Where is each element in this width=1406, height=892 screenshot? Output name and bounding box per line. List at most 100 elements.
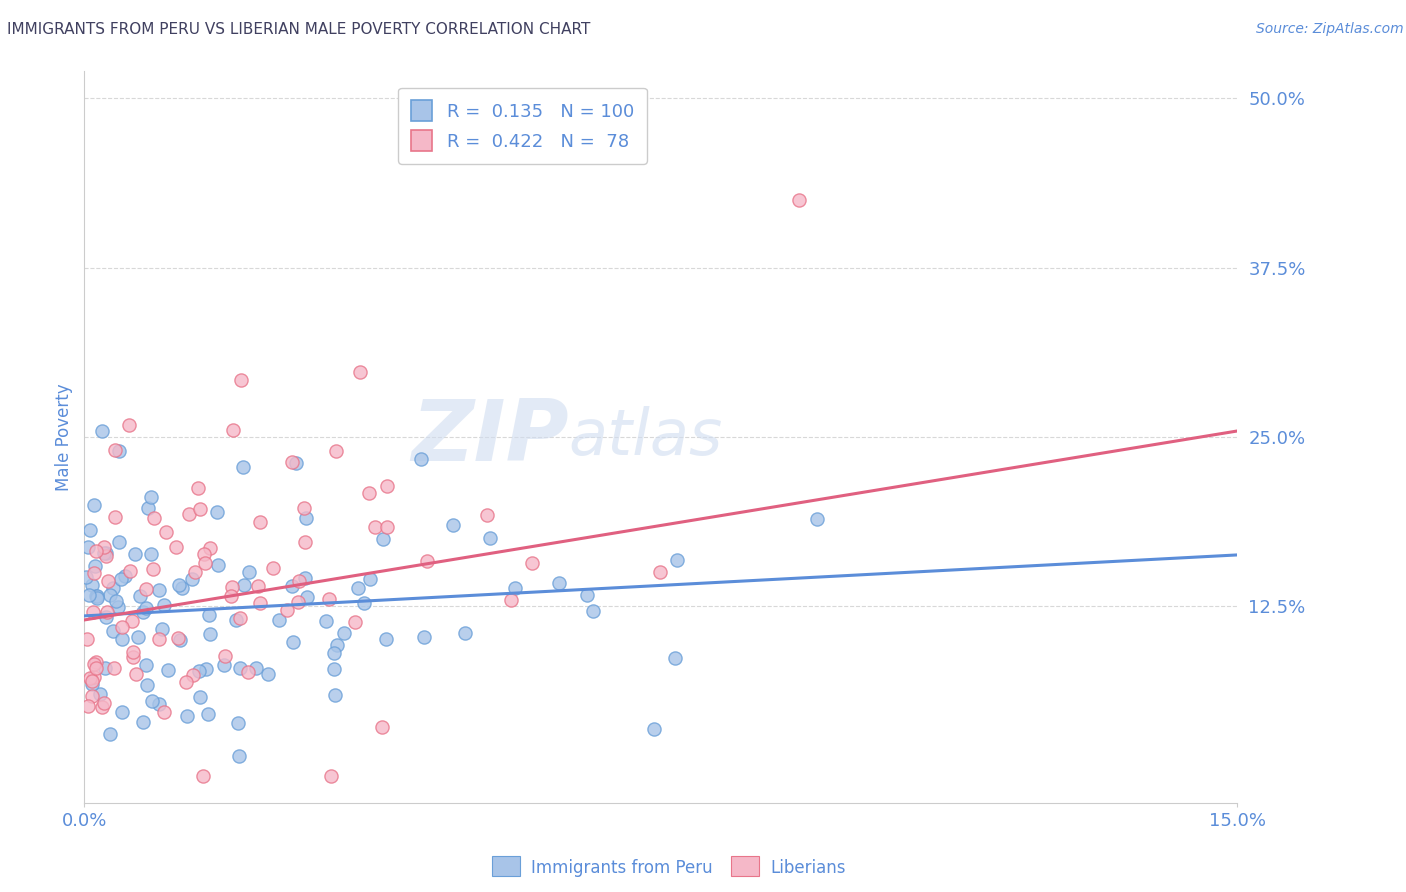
Point bbox=[125, 667, 148, 681]
Point bbox=[75, 570, 97, 584]
Point bbox=[150, 622, 173, 636]
Point bbox=[169, 633, 191, 648]
Point bbox=[228, 748, 250, 763]
Point bbox=[262, 560, 284, 574]
Point bbox=[176, 709, 198, 723]
Point bbox=[363, 520, 385, 534]
Point bbox=[86, 591, 108, 605]
Point bbox=[84, 589, 107, 603]
Point bbox=[229, 611, 252, 625]
Point bbox=[93, 546, 115, 560]
Text: Source: ZipAtlas.com: Source: ZipAtlas.com bbox=[1256, 22, 1403, 37]
Point bbox=[281, 635, 304, 649]
Point bbox=[76, 632, 98, 646]
Point bbox=[94, 547, 117, 561]
Point bbox=[416, 554, 439, 568]
Point bbox=[225, 613, 247, 627]
Point bbox=[174, 675, 197, 690]
Point bbox=[83, 657, 105, 672]
Point bbox=[101, 624, 124, 638]
Point bbox=[184, 566, 207, 580]
Point bbox=[129, 589, 152, 603]
Point bbox=[294, 535, 316, 549]
Point bbox=[269, 613, 291, 627]
Point bbox=[197, 706, 219, 721]
Point bbox=[454, 626, 477, 640]
Point bbox=[318, 591, 340, 606]
Point bbox=[104, 510, 127, 524]
Point bbox=[155, 524, 177, 539]
Point bbox=[120, 564, 142, 578]
Point bbox=[284, 457, 307, 471]
Point bbox=[107, 599, 129, 614]
Point bbox=[165, 540, 187, 554]
Point bbox=[148, 583, 170, 598]
Point bbox=[214, 648, 236, 663]
Point bbox=[219, 589, 242, 603]
Point bbox=[375, 632, 398, 647]
Point bbox=[576, 588, 599, 602]
Point bbox=[136, 501, 159, 516]
Point bbox=[94, 549, 117, 564]
Point bbox=[806, 512, 828, 526]
Point bbox=[353, 596, 375, 610]
Point bbox=[103, 661, 125, 675]
Point bbox=[319, 769, 342, 783]
Point bbox=[228, 716, 250, 731]
Point bbox=[77, 588, 100, 602]
Point bbox=[132, 606, 155, 620]
Point bbox=[84, 655, 107, 669]
Point bbox=[101, 581, 124, 595]
Point bbox=[188, 690, 211, 704]
Point bbox=[648, 565, 671, 579]
Point bbox=[295, 591, 318, 605]
Point bbox=[131, 714, 153, 729]
Point bbox=[522, 556, 544, 570]
Point bbox=[200, 541, 222, 556]
Point bbox=[333, 626, 356, 640]
Point bbox=[82, 578, 104, 592]
Point bbox=[207, 558, 229, 573]
Point bbox=[153, 705, 176, 719]
Point bbox=[82, 605, 104, 619]
Point bbox=[114, 568, 136, 582]
Point bbox=[86, 589, 108, 603]
Point bbox=[136, 678, 159, 692]
Point bbox=[322, 646, 344, 660]
Point bbox=[188, 664, 211, 678]
Point bbox=[156, 663, 179, 677]
Point bbox=[294, 511, 316, 525]
Point bbox=[96, 610, 118, 624]
Point bbox=[79, 671, 101, 685]
Point bbox=[371, 533, 394, 547]
Point bbox=[505, 581, 527, 595]
Text: Liberians: Liberians bbox=[770, 859, 846, 877]
Point bbox=[117, 417, 139, 432]
Point bbox=[413, 630, 436, 644]
Point bbox=[83, 669, 105, 683]
Point bbox=[167, 631, 190, 645]
Point bbox=[121, 650, 143, 665]
Point bbox=[111, 620, 134, 634]
Point bbox=[325, 443, 347, 458]
Point bbox=[287, 595, 309, 609]
Point bbox=[343, 615, 366, 630]
Point bbox=[276, 603, 298, 617]
Point bbox=[288, 574, 311, 588]
Point bbox=[90, 700, 112, 714]
Point bbox=[787, 193, 810, 207]
Point bbox=[96, 605, 118, 619]
Text: atlas: atlas bbox=[568, 406, 723, 468]
Point bbox=[229, 661, 252, 675]
Point bbox=[501, 593, 523, 607]
Point bbox=[315, 615, 337, 629]
Point bbox=[190, 502, 212, 516]
Point bbox=[409, 452, 432, 467]
Point bbox=[281, 454, 304, 468]
Point bbox=[191, 769, 214, 783]
Point bbox=[547, 576, 569, 591]
Point bbox=[249, 596, 271, 610]
Point bbox=[257, 667, 280, 681]
Text: ZIP: ZIP bbox=[411, 395, 568, 479]
Point bbox=[84, 559, 107, 574]
